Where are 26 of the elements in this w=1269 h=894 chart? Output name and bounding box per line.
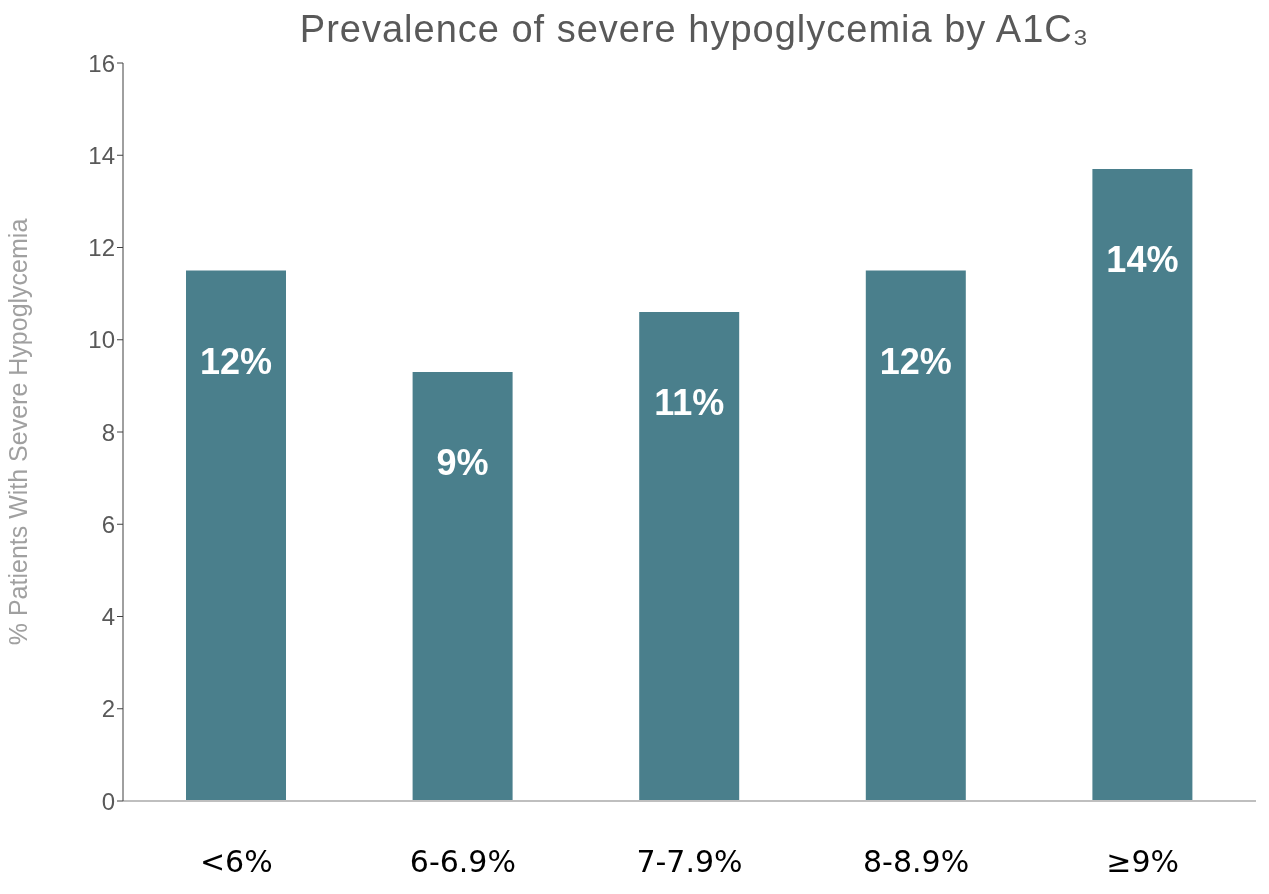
y-tick-label: 8	[101, 418, 115, 446]
x-tick-label: 7-7.9%	[636, 844, 743, 880]
chart-title: Prevalence of severe hypoglycemia by A1C₃	[298, 8, 1091, 51]
y-tick-label: 2	[101, 695, 115, 723]
x-tick-label: 8-8.9%	[863, 844, 970, 880]
y-tick-label: 12	[88, 234, 115, 262]
bar	[865, 270, 966, 801]
y-tick-label: 14	[88, 141, 115, 169]
x-tick-label: 6-6.9%	[409, 844, 516, 880]
data-label: 14%	[1106, 239, 1179, 281]
data-label: 9%	[436, 442, 489, 484]
y-tick-label: 10	[88, 326, 115, 354]
bar	[412, 372, 513, 801]
y-tick-label: 4	[101, 603, 115, 631]
y-axis-title: % Patients With Severe Hypoglycemia	[3, 218, 32, 646]
data-label: 12%	[879, 340, 952, 382]
bar	[186, 270, 286, 801]
y-tick-label: 6	[101, 510, 115, 538]
data-label: 11%	[654, 382, 725, 424]
x-tick-label: ≥9%	[1106, 844, 1180, 880]
y-tick-label: 16	[88, 49, 115, 77]
data-label: 12%	[199, 340, 273, 382]
bar	[1092, 169, 1193, 801]
x-tick-label: <6%	[199, 844, 273, 880]
bar	[639, 312, 740, 801]
y-tick-label: 0	[101, 787, 115, 815]
